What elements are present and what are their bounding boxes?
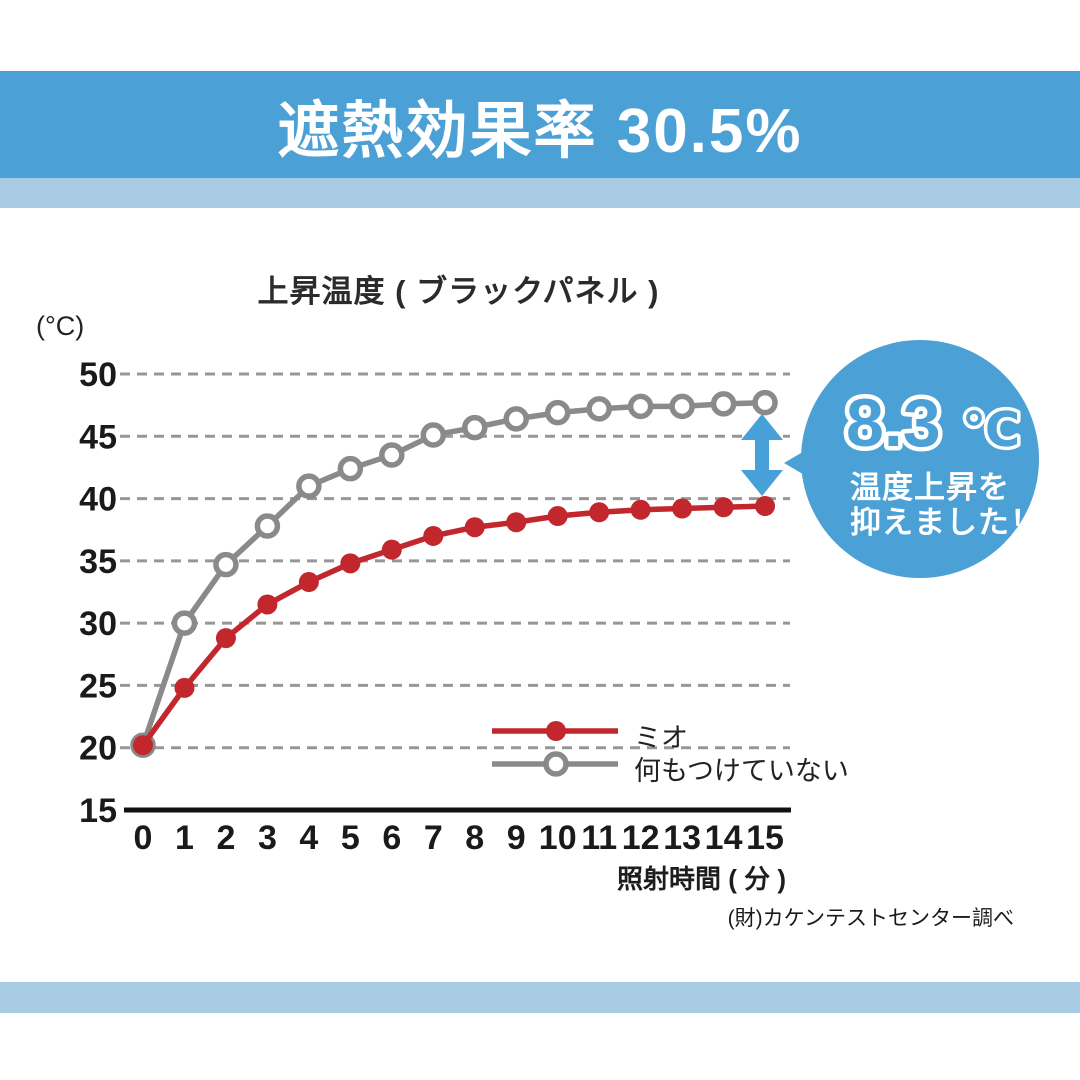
chart-series (130, 389, 778, 758)
y-tick-label-40: 40 (79, 481, 117, 519)
data-point-mio-6 (381, 539, 402, 560)
y-tick-label-20: 20 (79, 730, 117, 768)
difference-arrow (741, 414, 783, 496)
data-point-mio-13 (672, 498, 693, 519)
bubble-text-line2: 抑えました！ (850, 505, 1042, 540)
data-point-untreated-15 (752, 389, 778, 416)
data-point-mio-2 (215, 628, 236, 649)
series-line-mio (140, 503, 766, 747)
header-accent-band (0, 178, 1080, 208)
header-banner: 遮熱効果率 30.5% (0, 71, 1080, 178)
x-tick-label-15: 15 (746, 819, 784, 857)
x-tick-label-6: 6 (382, 819, 401, 857)
data-point-untreated-5 (337, 455, 364, 482)
y-tick-label-30: 30 (79, 605, 117, 643)
y-tick-label-35: 35 (79, 543, 117, 581)
series-line-untreated (140, 399, 766, 747)
data-point-mio-3 (257, 594, 278, 615)
x-tick-label-4: 4 (299, 819, 318, 857)
x-tick-label-12: 12 (622, 819, 660, 857)
y-axis-unit-label: (°C) (36, 311, 85, 341)
source-attribution: (財)カケンテストセンター調べ (727, 907, 1014, 930)
legend-label-mio: ミオ (634, 723, 688, 753)
data-point-mio-1 (174, 677, 195, 698)
data-point-mio-0 (133, 735, 153, 756)
footer-accent-band (0, 982, 1080, 1013)
x-axis-label: 照射時間 ( 分 ) (617, 864, 786, 894)
data-point-untreated-3 (254, 513, 281, 539)
data-point-untreated-6 (379, 442, 405, 468)
x-tick-label-7: 7 (424, 819, 443, 857)
legend-samples (492, 721, 618, 777)
data-point-untreated-14 (710, 391, 737, 417)
bubble-tail (784, 430, 840, 496)
y-tick-label-15: 15 (79, 792, 117, 830)
legend-label-untreated: 何もつけていない (634, 756, 849, 786)
x-tick-label-8: 8 (465, 819, 484, 857)
data-point-mio-4 (298, 572, 319, 593)
x-tick-label-10: 10 (539, 819, 577, 857)
data-point-untreated-2 (213, 551, 239, 578)
x-tick-label-2: 2 (216, 819, 235, 857)
banner-title: 遮熱効果率 30.5% (277, 96, 803, 166)
bubble-unit: ℃ (962, 404, 1020, 457)
data-point-untreated-11 (586, 396, 612, 422)
legend-marker-mio (546, 721, 566, 741)
data-point-untreated-12 (627, 393, 654, 420)
y-tick-label-25: 25 (79, 667, 117, 705)
data-point-mio-14 (713, 497, 734, 518)
data-point-untreated-4 (296, 473, 322, 499)
data-point-untreated-13 (669, 393, 695, 420)
x-tick-label-13: 13 (663, 819, 701, 857)
data-point-untreated-9 (503, 406, 529, 432)
x-tick-label-11: 11 (581, 819, 617, 857)
gridlines (120, 372, 791, 813)
chart-title: 上昇温度 ( ブラックパネル ) (257, 274, 660, 309)
x-tick-label-3: 3 (258, 819, 277, 857)
x-tick-label-1: 1 (175, 819, 194, 857)
data-point-untreated-7 (420, 422, 447, 448)
data-point-untreated-1 (171, 610, 198, 636)
x-tick-label-5: 5 (341, 819, 360, 857)
data-point-untreated-8 (462, 414, 488, 441)
data-point-mio-8 (464, 517, 485, 538)
data-point-mio-12 (630, 499, 651, 520)
data-point-mio-15 (755, 496, 776, 517)
data-point-mio-11 (589, 502, 610, 523)
callout-bubble (801, 340, 1039, 578)
bubble-text-line1: 温度上昇を (850, 470, 1010, 505)
data-point-mio-7 (423, 525, 444, 546)
data-point-mio-9 (506, 512, 527, 533)
data-point-mio-5 (340, 553, 361, 574)
legend-marker-untreated (543, 751, 569, 777)
x-tick-label-14: 14 (705, 819, 743, 857)
x-tick-label-0: 0 (134, 819, 153, 857)
y-tick-label-50: 50 (79, 356, 117, 394)
bubble-value: 8.3 (846, 385, 941, 461)
data-point-untreated-10 (544, 399, 571, 426)
y-tick-label-45: 45 (79, 418, 117, 456)
x-tick-label-9: 9 (507, 819, 526, 857)
data-point-mio-10 (547, 506, 568, 527)
